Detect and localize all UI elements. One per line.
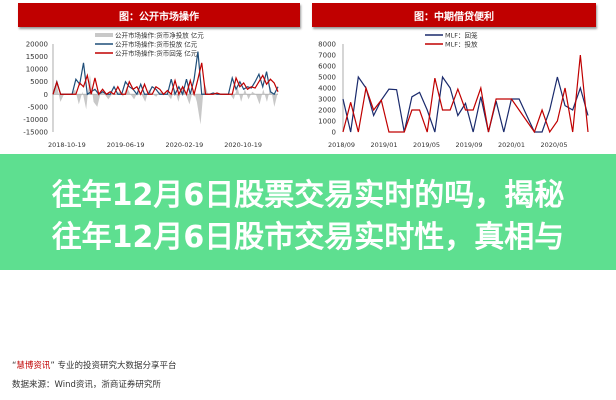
- series-area-0: [53, 74, 278, 125]
- y-tick-label: 6000: [318, 63, 336, 71]
- y-tick-label: 5000: [30, 78, 48, 86]
- quote-open: “: [12, 361, 17, 371]
- quote-close: ”: [50, 361, 55, 371]
- y-tick-label: 0: [332, 129, 336, 137]
- tagline: 专业的投资研究大数据分享平台: [57, 361, 177, 371]
- y-tick-label: 20000: [26, 41, 48, 49]
- x-tick-label: 2018-10-19: [48, 141, 86, 149]
- x-tick-label: 2019/05: [413, 141, 440, 149]
- series-line-0: [342, 75, 589, 133]
- headline-banner: 往年12月6日股票交易实时的吗，揭秘 往年12月6日股市交易实时性，真相与: [0, 154, 616, 270]
- series-line-2: [52, 62, 279, 97]
- x-tick-label: 2019-06-19: [107, 141, 145, 149]
- legend-label: MLF：回笼: [445, 31, 478, 40]
- legend-label: 公开市场操作:货币投放 亿元: [115, 40, 198, 49]
- x-tick-label: 2020/01: [498, 141, 525, 149]
- y-tick-label: 8000: [318, 41, 336, 49]
- legend-label: 公开市场操作:货币回笼 亿元: [115, 49, 198, 58]
- x-tick-label: 2020-02-19: [166, 141, 204, 149]
- series-line-1: [52, 51, 279, 96]
- y-tick-label: 2000: [318, 107, 336, 115]
- y-tick-label: -5000: [28, 103, 48, 111]
- y-tick-label: 10000: [26, 66, 48, 74]
- headline-line-2: 往年12月6日股市交易实时性，真相与: [51, 220, 565, 255]
- y-tick-label: -15000: [23, 129, 48, 137]
- legend-label: 公开市场操作:货币净投放 亿元: [115, 31, 204, 40]
- y-tick-label: 7000: [318, 52, 336, 60]
- x-tick-label: 2019/01: [371, 141, 398, 149]
- chart1-title: 图：公开市场操作: [119, 11, 199, 23]
- chart1-title-bar: 图：公开市场操作: [18, 3, 300, 27]
- chart2-title-bar: 图：中期借贷便利: [312, 3, 596, 27]
- x-tick-label: 2018/09: [328, 141, 355, 149]
- x-tick-label: 2020/05: [541, 141, 568, 149]
- chart2-title: 图：中期借贷便利: [414, 11, 494, 23]
- y-tick-label: 3000: [318, 96, 336, 104]
- brand-name: 慧博资讯: [16, 361, 51, 371]
- y-tick-label: 15000: [26, 53, 48, 61]
- y-tick-label: 0: [44, 91, 48, 99]
- legend-label: MLF：投放: [445, 40, 478, 49]
- y-tick-label: -10000: [23, 116, 48, 124]
- y-tick-label: 1000: [318, 118, 336, 126]
- x-tick-label: 2020-10-19: [224, 141, 262, 149]
- y-tick-label: 4000: [318, 85, 336, 93]
- y-tick-label: 5000: [318, 74, 336, 82]
- footer-brand-line: “慧博资讯” 专业的投资研究大数据分享平台: [12, 359, 177, 371]
- series-line-1: [342, 54, 589, 134]
- headline-line-1: 往年12月6日股票交易实时的吗，揭秘: [51, 178, 565, 213]
- data-source: 数据来源：Wind资讯，浙商证券研究所: [12, 380, 161, 390]
- x-tick-label: 2019/09: [456, 141, 483, 149]
